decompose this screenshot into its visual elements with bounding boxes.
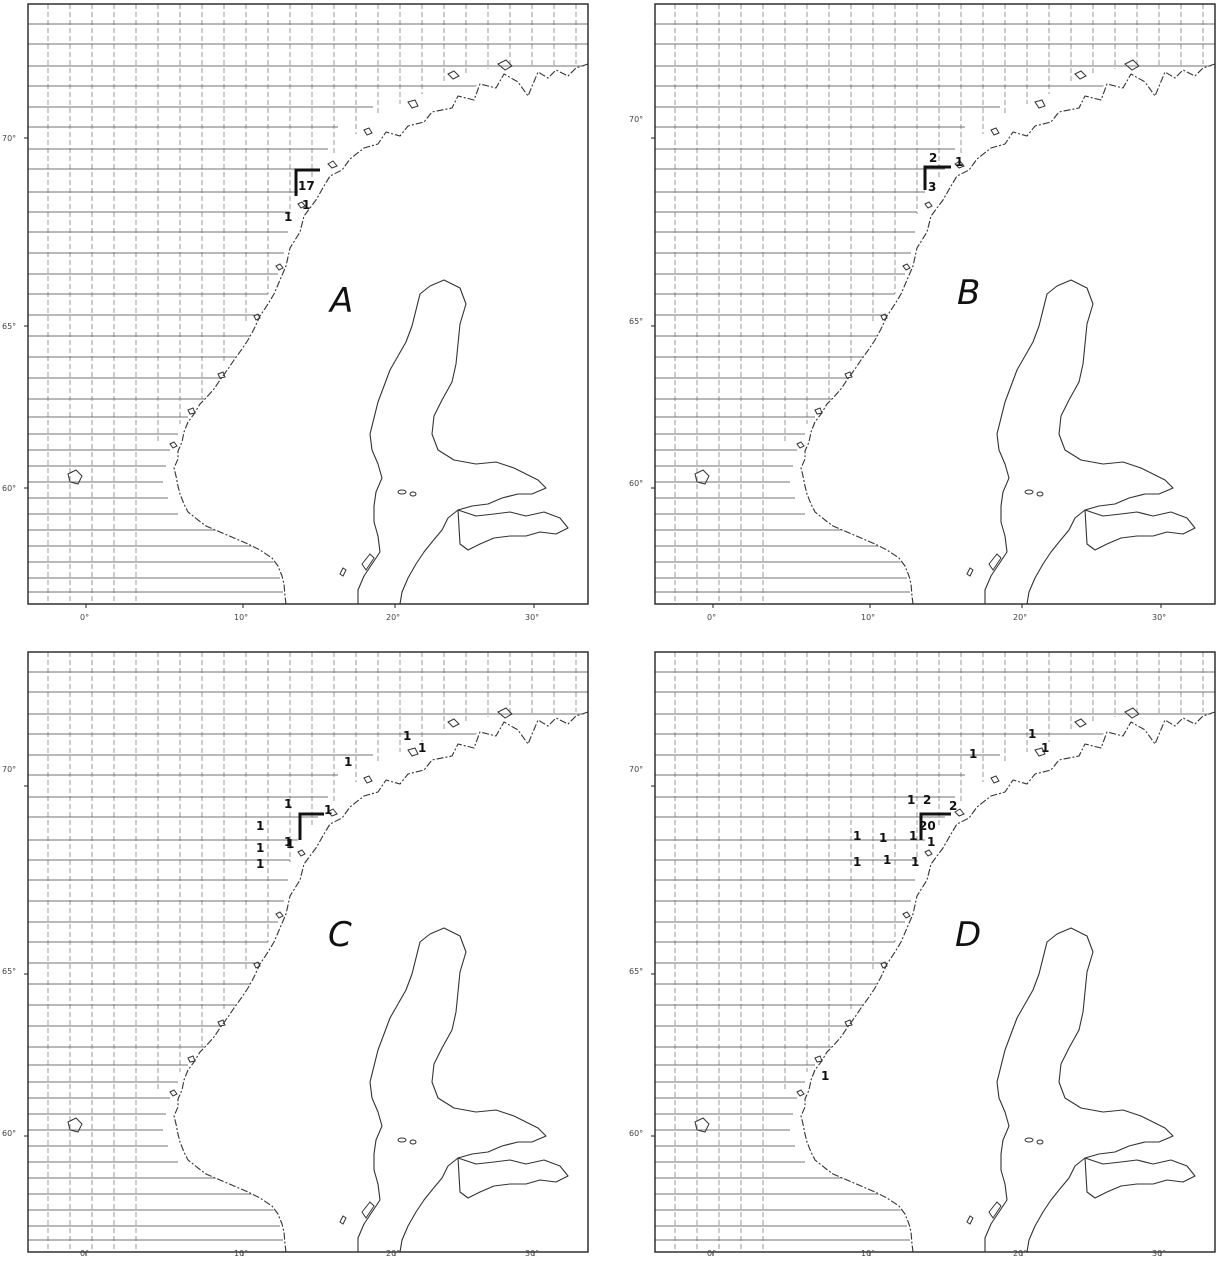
count-label: 1 (284, 797, 292, 811)
count-label: 1 (853, 855, 861, 869)
count-label: 1 (344, 755, 352, 769)
map-panel-b: 70° 65° 60° 0° 10° 20° 30° B 2 1 3 (629, 3, 1216, 622)
lon-label-20: 20° (1013, 613, 1027, 622)
count-label: 1 (256, 857, 264, 871)
count-label: 1 (907, 793, 915, 807)
lon-label-10: 10° (861, 1249, 875, 1258)
lat-label-70: 70° (2, 765, 16, 774)
lon-label-30: 30° (1152, 613, 1166, 622)
map-panel-a: 70° 65° 60° 0° 10° 20° 30° A 17 1 1 (2, 3, 589, 622)
lat-label-70: 70° (629, 765, 643, 774)
count-label: 1 (969, 747, 977, 761)
count-label: 1 (883, 853, 891, 867)
panel-label: A (328, 281, 353, 321)
count-label: 1 (324, 803, 332, 817)
count-label: 1 (403, 729, 411, 743)
lat-label-60: 60° (2, 484, 16, 493)
lon-label-20: 20° (386, 613, 400, 622)
count-label: 1 (256, 841, 264, 855)
count-label: 2 (929, 151, 937, 165)
count-label: 1 (284, 210, 292, 224)
lon-label-10: 10° (234, 1249, 248, 1258)
count-label: 1 (284, 835, 292, 849)
area-bracket (923, 165, 951, 190)
count-label: 20 (919, 819, 936, 833)
lat-label-60: 60° (629, 1129, 643, 1138)
count-label: 1 (927, 835, 935, 849)
lon-label-20: 20° (386, 1249, 400, 1258)
count-label: 1 (853, 829, 861, 843)
panel-label: D (955, 915, 981, 955)
lat-label-65: 65° (629, 967, 643, 976)
count-label: 2 (923, 793, 931, 807)
lon-label-30: 30° (525, 1249, 539, 1258)
lat-label-65: 65° (629, 317, 643, 326)
lon-label-0: 0° (80, 613, 89, 622)
count-label: 1 (1041, 741, 1049, 755)
lon-label-30: 30° (1152, 1249, 1166, 1258)
lat-label-65: 65° (2, 967, 16, 976)
lon-label-0: 0° (80, 1249, 89, 1258)
lat-label-70: 70° (629, 115, 643, 124)
lon-label-30: 30° (525, 613, 539, 622)
map-panel-d: 70° 65° 60° 0° 10° 20° 30° D 1 1 1 1 2 2… (629, 651, 1216, 1258)
lat-label-65: 65° (2, 322, 16, 331)
count-label: 17 (298, 179, 315, 193)
count-label: 1 (909, 829, 917, 843)
lon-label-10: 10° (861, 613, 875, 622)
count-label: 1 (256, 819, 264, 833)
lon-label-0: 0° (707, 1249, 716, 1258)
count-label: 1 (418, 741, 426, 755)
count-label: 2 (949, 799, 957, 813)
lat-label-60: 60° (2, 1129, 16, 1138)
panel-label: B (957, 273, 980, 313)
lat-label-60: 60° (629, 479, 643, 488)
count-label: 1 (879, 831, 887, 845)
count-label: 1 (302, 198, 310, 212)
panel-label: C (328, 915, 352, 955)
area-bracket (298, 812, 324, 840)
count-label: 3 (928, 180, 936, 194)
lon-label-0: 0° (707, 613, 716, 622)
count-label: 1 (821, 1069, 829, 1083)
count-label: 1 (911, 855, 919, 869)
count-label: 1 (1028, 727, 1036, 741)
count-label: 1 (955, 155, 963, 169)
lat-label-70: 70° (2, 134, 16, 143)
map-panel-c: 70° 65° 60° 0° 10° 20° 30° C 1 1 1 1 1 1… (2, 651, 589, 1258)
count-label: 1 (286, 837, 294, 851)
area-bracket (294, 168, 320, 196)
area-bracket (919, 812, 951, 840)
lon-label-20: 20° (1013, 1249, 1027, 1258)
lon-label-10: 10° (234, 613, 248, 622)
